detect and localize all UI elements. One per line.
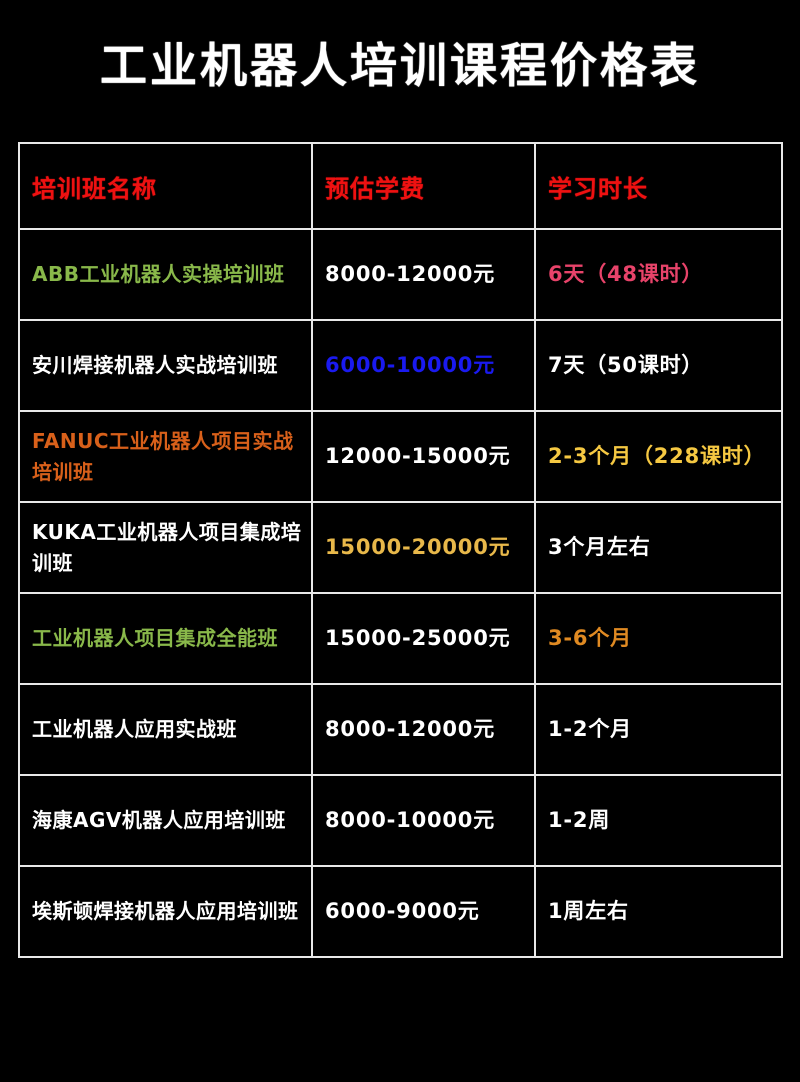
tuition-cell: 15000-25000元 [311,592,536,685]
duration-cell: 1-2个月 [534,683,783,776]
tuition-cell: 8000-10000元 [311,774,536,867]
table-row: 海康AGV机器人应用培训班 8000-10000元 1-2周 [18,774,783,867]
duration-cell: 2-3个月（228课时） [534,410,783,503]
duration-cell: 3个月左右 [534,501,783,594]
course-name-cell: ABB工业机器人实操培训班 [18,228,313,321]
duration-cell: 3-6个月 [534,592,783,685]
tuition-cell: 15000-20000元 [311,501,536,594]
table-row: KUKA工业机器人项目集成培训班 15000-20000元 3个月左右 [18,501,783,594]
duration-cell: 7天（50课时） [534,319,783,412]
duration-cell: 1周左右 [534,865,783,958]
table-row: ABB工业机器人实操培训班 8000-12000元 6天（48课时） [18,228,783,321]
tuition-cell: 6000-10000元 [311,319,536,412]
duration-cell: 6天（48课时） [534,228,783,321]
table-row: 工业机器人应用实战班 8000-12000元 1-2个月 [18,683,783,776]
table-row: 埃斯顿焊接机器人应用培训班 6000-9000元 1周左右 [18,865,783,958]
course-name-cell: 安川焊接机器人实战培训班 [18,319,313,412]
table-header-row: 培训班名称 预估学费 学习时长 [18,142,783,230]
course-name-cell: 埃斯顿焊接机器人应用培训班 [18,865,313,958]
course-name-cell: 海康AGV机器人应用培训班 [18,774,313,867]
tuition-cell: 12000-15000元 [311,410,536,503]
column-header-course-name: 培训班名称 [18,142,313,230]
page-title: 工业机器人培训课程价格表 [100,39,700,94]
course-name-cell: 工业机器人应用实战班 [18,683,313,776]
column-header-study-duration: 学习时长 [534,142,783,230]
course-name-cell: FANUC工业机器人项目实战培训班 [18,410,313,503]
table-row: FANUC工业机器人项目实战培训班 12000-15000元 2-3个月（228课时… [18,410,783,503]
tuition-cell: 6000-9000元 [311,865,536,958]
duration-cell: 1-2周 [534,774,783,867]
tuition-cell: 8000-12000元 [311,228,536,321]
tuition-cell: 8000-12000元 [311,683,536,776]
table-body: ABB工业机器人实操培训班 8000-12000元 6天（48课时） 安川焊接机器人实… [18,228,783,958]
course-name-cell: KUKA工业机器人项目集成培训班 [18,501,313,594]
pricing-table: 培训班名称 预估学费 学习时长 ABB工业机器人实操培训班 8000-12000元… [18,142,783,958]
column-header-estimated-tuition: 预估学费 [311,142,536,230]
table-row: 安川焊接机器人实战培训班 6000-10000元 7天（50课时） [18,319,783,412]
course-name-cell: 工业机器人项目集成全能班 [18,592,313,685]
table-row: 工业机器人项目集成全能班 15000-25000元 3-6个月 [18,592,783,685]
